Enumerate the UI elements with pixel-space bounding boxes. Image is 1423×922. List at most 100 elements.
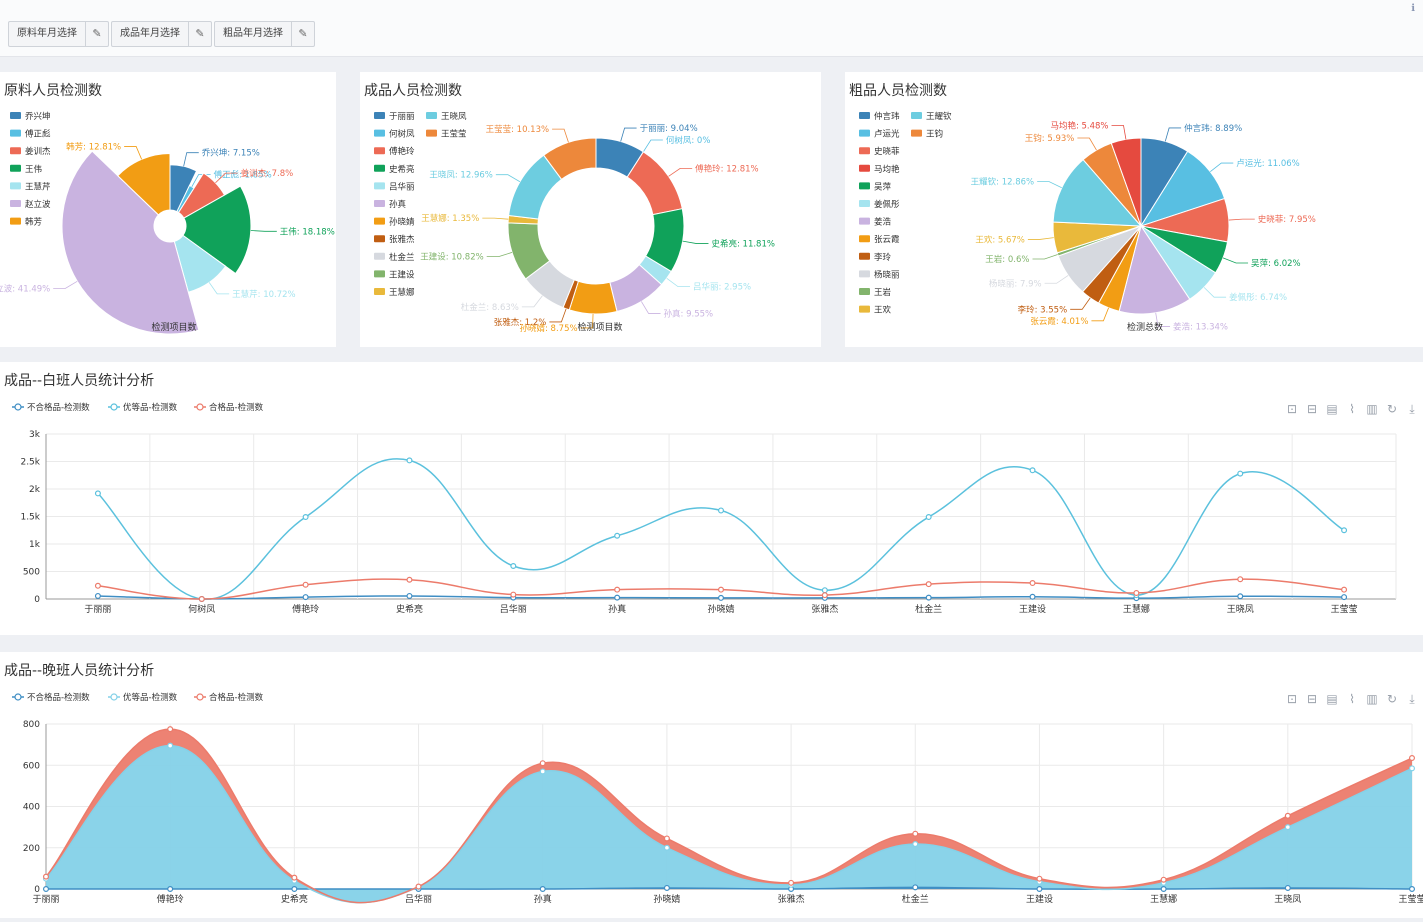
slice-label: 姜浩: 13.34%: [1173, 322, 1228, 333]
raw-month-label[interactable]: 原料年月选择: [9, 22, 86, 46]
x-tick-label: 杜金兰: [902, 893, 929, 905]
bar-type-icon[interactable]: ▥: [1366, 402, 1378, 416]
x-tick-label: 王莹莹: [1398, 894, 1423, 905]
data-point: [1284, 884, 1291, 891]
legend-label: 优等品-检测数: [123, 402, 178, 413]
data-point: [1341, 527, 1348, 534]
y-tick-label: 0: [34, 885, 40, 895]
legend-label: 不合格品-检测数: [27, 692, 90, 703]
data-point: [663, 884, 670, 891]
data-point: [821, 587, 828, 594]
crude-month-selector[interactable]: 粗品年月选择 ✎: [214, 21, 315, 47]
slice-label: 仲言玮: 8.89%: [1184, 123, 1242, 134]
crude-month-label[interactable]: 粗品年月选择: [215, 22, 292, 46]
slice-label: 卢运光: 11.06%: [1236, 158, 1299, 169]
save-image-icon[interactable]: ⤓: [1409, 692, 1415, 706]
day-shift-panel: 成品--白班人员统计分析 ⊡ ⊟ ▤ ⌇ ▥ ↻ ⤓ 不合格品-检测数 优等品-检…: [0, 362, 1423, 635]
data-point: [1036, 875, 1043, 882]
label-line: [1044, 275, 1069, 284]
data-point: [1160, 886, 1167, 893]
data-point: [302, 594, 309, 601]
legend-swatch: [426, 112, 437, 119]
x-tick-label: 吕华丽: [500, 603, 527, 615]
edit-icon[interactable]: ✎: [298, 27, 308, 40]
data-point: [510, 591, 517, 598]
label-line: [215, 172, 238, 184]
save-image-icon[interactable]: ⤓: [1409, 402, 1415, 416]
night-shift-area-chart[interactable]: 不合格品-检测数 优等品-检测数 合格品-检测数 0 200 400 600 800 于丽丽 傅艳…: [0, 652, 1423, 918]
restore-icon[interactable]: ↻: [1386, 692, 1398, 706]
legend-label: 史希亮: [389, 164, 415, 175]
panel-title: 成品人员检测数: [364, 83, 462, 99]
data-point: [912, 884, 919, 891]
finished-month-label[interactable]: 成品年月选择: [112, 22, 189, 46]
edit-icon[interactable]: ✎: [92, 27, 102, 40]
legend-label: 姜浩: [874, 217, 892, 228]
data-point: [1408, 886, 1415, 893]
legend-swatch: [10, 147, 21, 155]
legend-label: 张云霞: [874, 235, 900, 245]
data-point: [821, 592, 828, 599]
x-tick-label: 孙真: [534, 893, 552, 905]
x-tick-label: 孙真: [608, 603, 626, 615]
data-point: [167, 742, 174, 749]
legend-swatch: [374, 235, 385, 243]
label-line: [521, 295, 543, 308]
slice-label: 傅正彪: 1.85%: [214, 170, 272, 181]
y-tick-label: 500: [23, 568, 40, 578]
slice-label: 杨晓丽: 7.9%: [989, 278, 1042, 289]
bar-type-icon[interactable]: ▥: [1366, 692, 1378, 706]
info-icon[interactable]: ℹ: [1411, 3, 1415, 14]
series-line: [46, 886, 1413, 890]
label-line: [1032, 254, 1058, 260]
data-point: [302, 581, 309, 588]
data-point: [167, 886, 174, 893]
data-point: [1036, 886, 1043, 893]
data-point: [1341, 594, 1348, 601]
data-view-icon[interactable]: ▤: [1326, 692, 1338, 706]
legend-label: 合格品-检测数: [209, 692, 264, 703]
line-type-icon[interactable]: ⌇: [1349, 402, 1355, 416]
edit-icon[interactable]: ✎: [195, 27, 205, 40]
label-line: [1210, 162, 1234, 173]
zoom-icon[interactable]: ⊡: [1286, 692, 1298, 706]
legend-label: 王慧芹: [25, 181, 51, 192]
label-line: [208, 282, 230, 295]
x-tick-label: 王莹莹: [1331, 604, 1358, 615]
legend-label: 不合格品-检测数: [27, 402, 90, 413]
finished-month-selector[interactable]: 成品年月选择 ✎: [111, 21, 212, 47]
data-point: [925, 514, 932, 521]
legend-swatch: [10, 182, 21, 190]
slice-label: 王耀钦: 12.86%: [971, 177, 1034, 188]
data-point: [1408, 765, 1415, 772]
slice-label: 王岩: 0.6%: [985, 254, 1029, 265]
day-shift-line-chart[interactable]: 不合格品-检测数 优等品-检测数 合格品-检测数 0 500 1k 1.5k 2k 2.5k 3k…: [0, 362, 1423, 635]
data-point: [406, 576, 413, 583]
legend-swatch: [859, 200, 870, 207]
y-tick-label: 800: [23, 720, 40, 730]
label-line: [1037, 181, 1062, 189]
restore-icon[interactable]: ↻: [1386, 402, 1398, 416]
label-line: [1111, 125, 1127, 140]
legend-label: 王慧娜: [389, 287, 415, 298]
raw-panel: 原料人员检测数 乔兴坤 傅正彪 姜训杰 王伟 王慧芹 赵立波 韩芳 乔兴坤: 7.15% 傅正彪…: [0, 72, 336, 347]
pie-slice: [117, 153, 171, 216]
zoom-icon[interactable]: ⊡: [1286, 402, 1298, 416]
zoom-reset-icon[interactable]: ⊟: [1306, 692, 1318, 706]
legend-label: 姜佩彤: [874, 199, 900, 210]
data-point: [539, 760, 546, 767]
data-view-icon[interactable]: ▤: [1326, 402, 1338, 416]
data-point: [717, 507, 724, 514]
data-point: [539, 768, 546, 775]
panel-title: 粗品人员检测数: [849, 83, 947, 99]
zoom-reset-icon[interactable]: ⊟: [1306, 402, 1318, 416]
pie-slice: [61, 150, 200, 335]
raw-month-selector[interactable]: 原料年月选择 ✎: [8, 21, 109, 47]
legend-label: 吴萍: [874, 181, 892, 192]
slice-label: 张云霞: 4.01%: [1030, 317, 1088, 327]
line-type-icon[interactable]: ⌇: [1349, 692, 1355, 706]
data-point: [614, 532, 621, 539]
